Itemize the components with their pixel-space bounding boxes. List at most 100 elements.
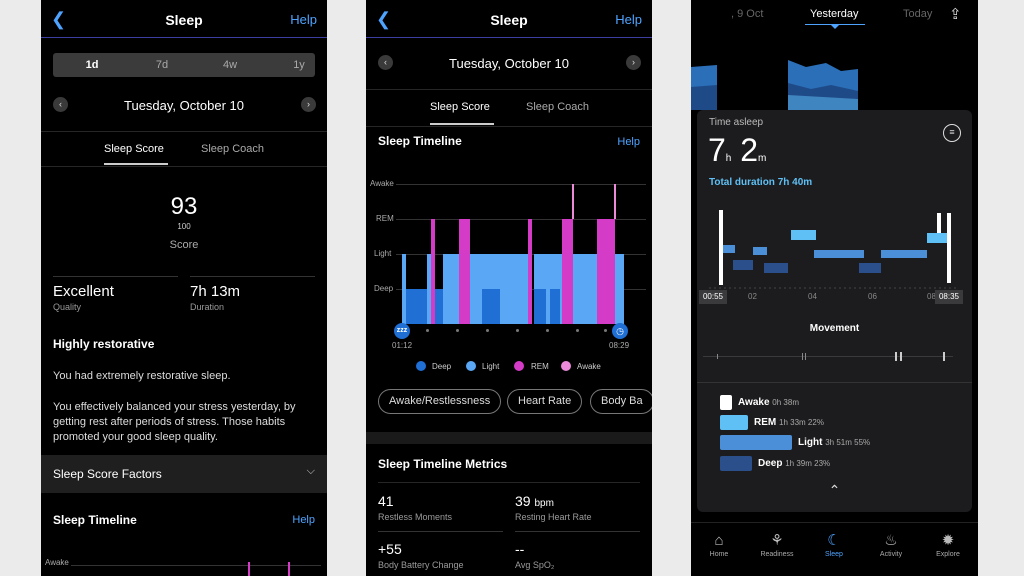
range-tab-4w[interactable]: 4w <box>222 59 238 71</box>
time-asleep-label: Time asleep <box>709 117 764 128</box>
divider <box>697 382 972 383</box>
deep-stage-bar <box>550 289 560 324</box>
back-chevron-icon[interactable]: ❮ <box>51 9 67 29</box>
pill-heart-rate[interactable]: Heart Rate <box>507 389 583 414</box>
range-tab-1y[interactable]: 1y <box>293 59 305 71</box>
chevron-down-icon: ⌵ <box>306 465 315 477</box>
home-icon: ⌂ <box>714 532 724 549</box>
nav-home[interactable]: ⌂ Home <box>691 531 747 558</box>
duration-value: 7h 13m <box>190 283 241 300</box>
date-label: Tuesday, October 10 <box>124 98 244 113</box>
tab-sleep-coach[interactable]: Sleep Coach <box>526 101 589 113</box>
timeline-title: Sleep Timeline <box>53 513 137 527</box>
hours-unit: h <box>725 153 732 164</box>
active-day-marker-icon <box>831 25 839 29</box>
divider <box>366 89 652 90</box>
stage-awake-row: Awake 0h 38m <box>738 397 799 408</box>
tab-sleep-score[interactable]: Sleep Score <box>104 143 164 155</box>
stage-awake-name: Awake <box>738 397 770 408</box>
minutes-value: 2 <box>740 132 759 168</box>
range-tab-1d[interactable]: 1d <box>85 59 99 71</box>
trend-area-deep <box>691 85 717 110</box>
page-title: Sleep <box>490 12 528 28</box>
stage-deep-row: Deep 1h 39m 23% <box>758 458 830 469</box>
pill-awake-restlessness[interactable]: Awake/Restlessness <box>378 389 502 414</box>
sleep-start-badge: zzz <box>394 323 410 339</box>
active-tab-underline <box>104 163 168 165</box>
help-link[interactable]: Help <box>615 12 642 27</box>
tab-sleep-score[interactable]: Sleep Score <box>430 101 490 113</box>
help-link[interactable]: Help <box>290 12 317 27</box>
factors-label: Sleep Score Factors <box>53 467 162 481</box>
total-duration: Total duration 7h 40m <box>709 177 813 188</box>
nav-activity[interactable]: ♨ Activity <box>863 531 919 558</box>
date-label: Tuesday, October 10 <box>449 56 569 71</box>
score-value: 93 <box>170 193 198 220</box>
metric-body-battery-value: +55 <box>378 541 402 557</box>
settings-sliders-icon[interactable]: ≡ <box>943 124 961 142</box>
score-label: Score <box>169 239 199 251</box>
hypnogram-start-time: 00:55 <box>699 290 727 304</box>
metric-spo2-label: Avg SpO₂ <box>515 560 555 570</box>
collapse-chevron-up-icon[interactable]: ⌃ <box>828 482 841 498</box>
divider <box>190 276 315 277</box>
back-chevron-icon[interactable]: ❮ <box>376 9 392 29</box>
sleep-score-factors-row[interactable]: Sleep Score Factors ⌵ <box>41 455 327 493</box>
nav-readiness[interactable]: ⚘ Readiness <box>749 531 805 558</box>
trend-area-rem <box>788 95 858 110</box>
timeline-gridline <box>71 565 321 566</box>
light-stage-swatch <box>720 435 792 450</box>
hypno-rem-bar <box>791 230 816 240</box>
nav-explore[interactable]: ✹ Explore <box>920 531 976 558</box>
divider <box>378 482 640 483</box>
nav-readiness-label: Readiness <box>760 551 794 558</box>
nav-sleep-label: Sleep <box>825 551 843 558</box>
phone-garmin-timeline-screen: ❮ Sleep Help ‹ Tuesday, October 10 › Sle… <box>366 0 652 576</box>
divider <box>41 131 327 132</box>
nav-sleep[interactable]: ☾ Sleep <box>806 531 862 558</box>
pill-body-battery[interactable]: Body Ba <box>590 389 652 414</box>
deep-stage-bar <box>406 289 427 324</box>
movement-baseline <box>703 356 953 357</box>
timeline-awake-label: Awake <box>45 558 69 567</box>
trend-area-chart <box>691 60 858 110</box>
timeline-help-link[interactable]: Help <box>292 514 315 526</box>
bottom-nav-divider <box>691 522 978 523</box>
legend-awake: Awake <box>577 362 601 371</box>
prev-day-icon[interactable]: ‹ <box>53 97 68 112</box>
next-day-icon[interactable]: › <box>626 55 641 70</box>
prev-day-tab[interactable]: , 9 Oct <box>731 8 764 20</box>
next-day-icon[interactable]: › <box>301 97 316 112</box>
prev-day-icon[interactable]: ‹ <box>378 55 393 70</box>
tab-sleep-coach[interactable]: Sleep Coach <box>201 143 264 155</box>
hypnogram-end-time: 08:35 <box>935 290 963 304</box>
hypno-light-bar <box>723 245 735 253</box>
stage-light-detail: 3h 51m 55% <box>825 438 871 447</box>
movement-tick <box>900 352 902 361</box>
rem-stage-bar <box>562 219 573 324</box>
timeline-dots <box>426 329 607 332</box>
header-divider <box>366 37 652 38</box>
range-segmented-control: 1d 7d 4w 1y <box>53 53 315 77</box>
share-icon[interactable]: ⇪ <box>949 6 962 23</box>
deep-stage-swatch <box>720 456 752 471</box>
gridline <box>396 184 646 185</box>
legend-awake-dot <box>561 361 571 371</box>
hypno-tick-02: 02 <box>748 292 757 301</box>
hypno-awake-bar <box>947 213 951 283</box>
current-day-tab[interactable]: Yesterday <box>810 8 859 20</box>
movement-tick <box>943 352 945 361</box>
metric-spo2-value: -- <box>515 541 525 557</box>
timeline-help-link[interactable]: Help <box>617 136 640 148</box>
next-day-tab[interactable]: Today <box>903 8 933 20</box>
hypno-tick-08: 08 <box>927 292 936 301</box>
quality-label: Quality <box>53 302 82 312</box>
hypno-deep-bar <box>733 260 753 270</box>
minutes-unit: m <box>758 153 767 164</box>
headline: Highly restorative <box>53 337 155 351</box>
light-stage-bar <box>402 254 406 324</box>
timeline-title: Sleep Timeline <box>378 134 462 148</box>
score-max: 100 <box>177 222 191 231</box>
hours-value: 7 <box>708 132 726 168</box>
range-tab-7d[interactable]: 7d <box>155 59 169 71</box>
